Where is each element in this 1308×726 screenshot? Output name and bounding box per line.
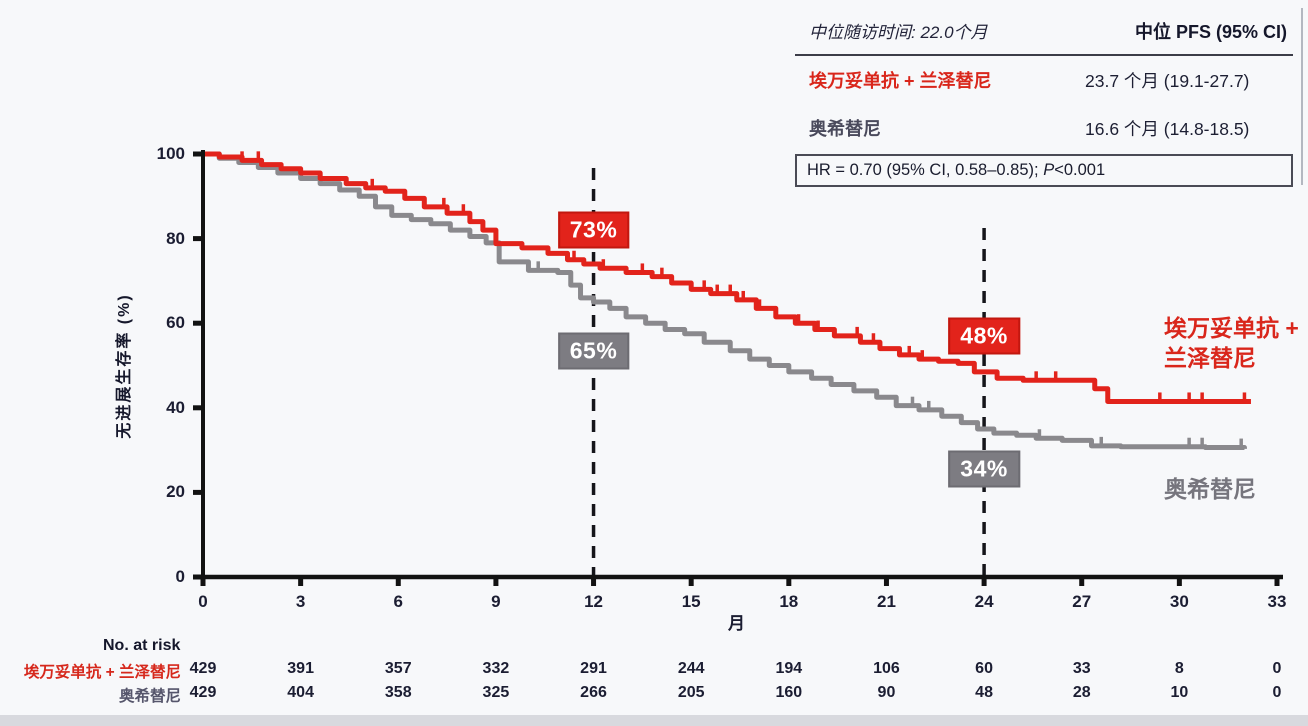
risk-count: 391 [287,660,314,677]
x-tick-label: 21 [876,592,896,611]
km-curve [203,151,1251,404]
x-tick-label: 30 [1169,592,1189,611]
y-tick-label: 60 [166,313,185,333]
y-tick-label: 40 [166,397,185,417]
median-followup-label: 中位随访时间: 22.0个月 [809,23,988,42]
series-label-osimertinib: 奥希替尼 [1164,476,1256,502]
annotation-24m-gray: 34% [948,450,1020,488]
pfs-summary-table: 中位随访时间: 22.0个月 中位 PFS (95% CI) 埃万妥单抗 + 兰… [795,12,1293,187]
risk-count: 106 [873,660,900,677]
x-tick-label: 15 [681,592,701,611]
y-tick-label: 20 [166,482,185,502]
risk-count: 0 [1272,684,1282,701]
risk-count: 60 [975,660,993,677]
y-tick-label: 0 [175,567,185,586]
risk-count: 266 [580,684,607,701]
risk-count: 10 [1170,684,1189,701]
x-tick-label: 18 [779,592,799,611]
bottom-edge-strip [0,715,1308,726]
risk-table-title: No. at risk [103,637,181,654]
risk-count: 28 [1072,684,1091,701]
risk-count: 33 [1072,660,1091,677]
risk-count: 205 [677,684,705,701]
p-value-symbol: P [1043,161,1055,179]
x-tick-label: 6 [393,592,403,611]
y-tick-label: 80 [166,228,185,248]
pfs-row-amivantamab-label: 埃万妥单抗 + 兰泽替尼 [809,71,992,91]
x-tick-label: 27 [1072,592,1092,611]
series-label-amivantamab: 埃万妥单抗 + 兰泽替尼 [1164,313,1299,373]
y-axis-title: 无进展生存率 (%) [116,293,133,439]
risk-count: 357 [384,660,412,677]
risk-count: 48 [975,684,993,701]
risk-count: 325 [482,684,510,701]
risk-count: 429 [189,660,217,677]
x-tick-label: 3 [295,592,306,611]
median-pfs-column-header: 中位 PFS (95% CI) [1134,22,1287,42]
annotation-12m-gray: 65% [557,332,630,370]
y-tick-label: 100 [156,144,185,163]
x-axis-title: 月 [728,614,745,633]
series-label-amivantamab-line2: 兰泽替尼 [1164,345,1256,371]
x-tick-label: 33 [1267,592,1287,611]
table-right-edge-line [1301,8,1303,185]
km-curve [203,151,1247,451]
x-tick-label: 9 [491,592,501,611]
pfs-row-amivantamab-value: 23.7 个月 (19.1-27.7) [1085,70,1250,91]
risk-count: 332 [482,660,510,677]
series-label-amivantamab-line1: 埃万妥单抗 + [1164,315,1299,341]
risk-count: 90 [877,684,896,701]
risk-count: 194 [775,660,803,677]
risk-count: 358 [384,684,412,701]
risk-count: 291 [580,660,607,677]
annotation-24m-red: 48% [948,317,1020,355]
risk-count: 244 [677,660,705,677]
risk-count: 429 [189,684,217,701]
x-tick-label: 12 [584,592,603,611]
annotation-12m-red: 73% [557,211,630,249]
pfs-row-osimertinib: 奥希替尼 16.6 个月 (14.8-18.5) [795,104,1293,152]
risk-row-osimertinib-label: 奥希替尼 [118,688,181,705]
hazard-ratio-box: HR = 0.70 (95% CI, 0.58–0.85); P<0.001 [795,154,1293,187]
risk-count: 8 [1174,660,1184,677]
p-value-text: <0.001 [1054,161,1106,179]
summary-header-row: 中位随访时间: 22.0个月 中位 PFS (95% CI) [795,12,1293,56]
pfs-row-osimertinib-value: 16.6 个月 (14.8-18.5) [1085,118,1250,139]
hazard-ratio-text: HR = 0.70 (95% CI, 0.58–0.85); [807,161,1044,179]
risk-count: 404 [287,684,314,701]
pfs-row-osimertinib-label: 奥希替尼 [809,119,881,139]
x-tick-label: 24 [974,592,994,611]
risk-count: 0 [1272,660,1282,677]
risk-count: 160 [775,684,803,701]
x-tick-label: 0 [198,592,208,611]
risk-row-amivantamab-label: 埃万妥单抗 + 兰泽替尼 [23,664,181,681]
pfs-row-amivantamab: 埃万妥单抗 + 兰泽替尼 23.7 个月 (19.1-27.7) [795,56,1293,104]
